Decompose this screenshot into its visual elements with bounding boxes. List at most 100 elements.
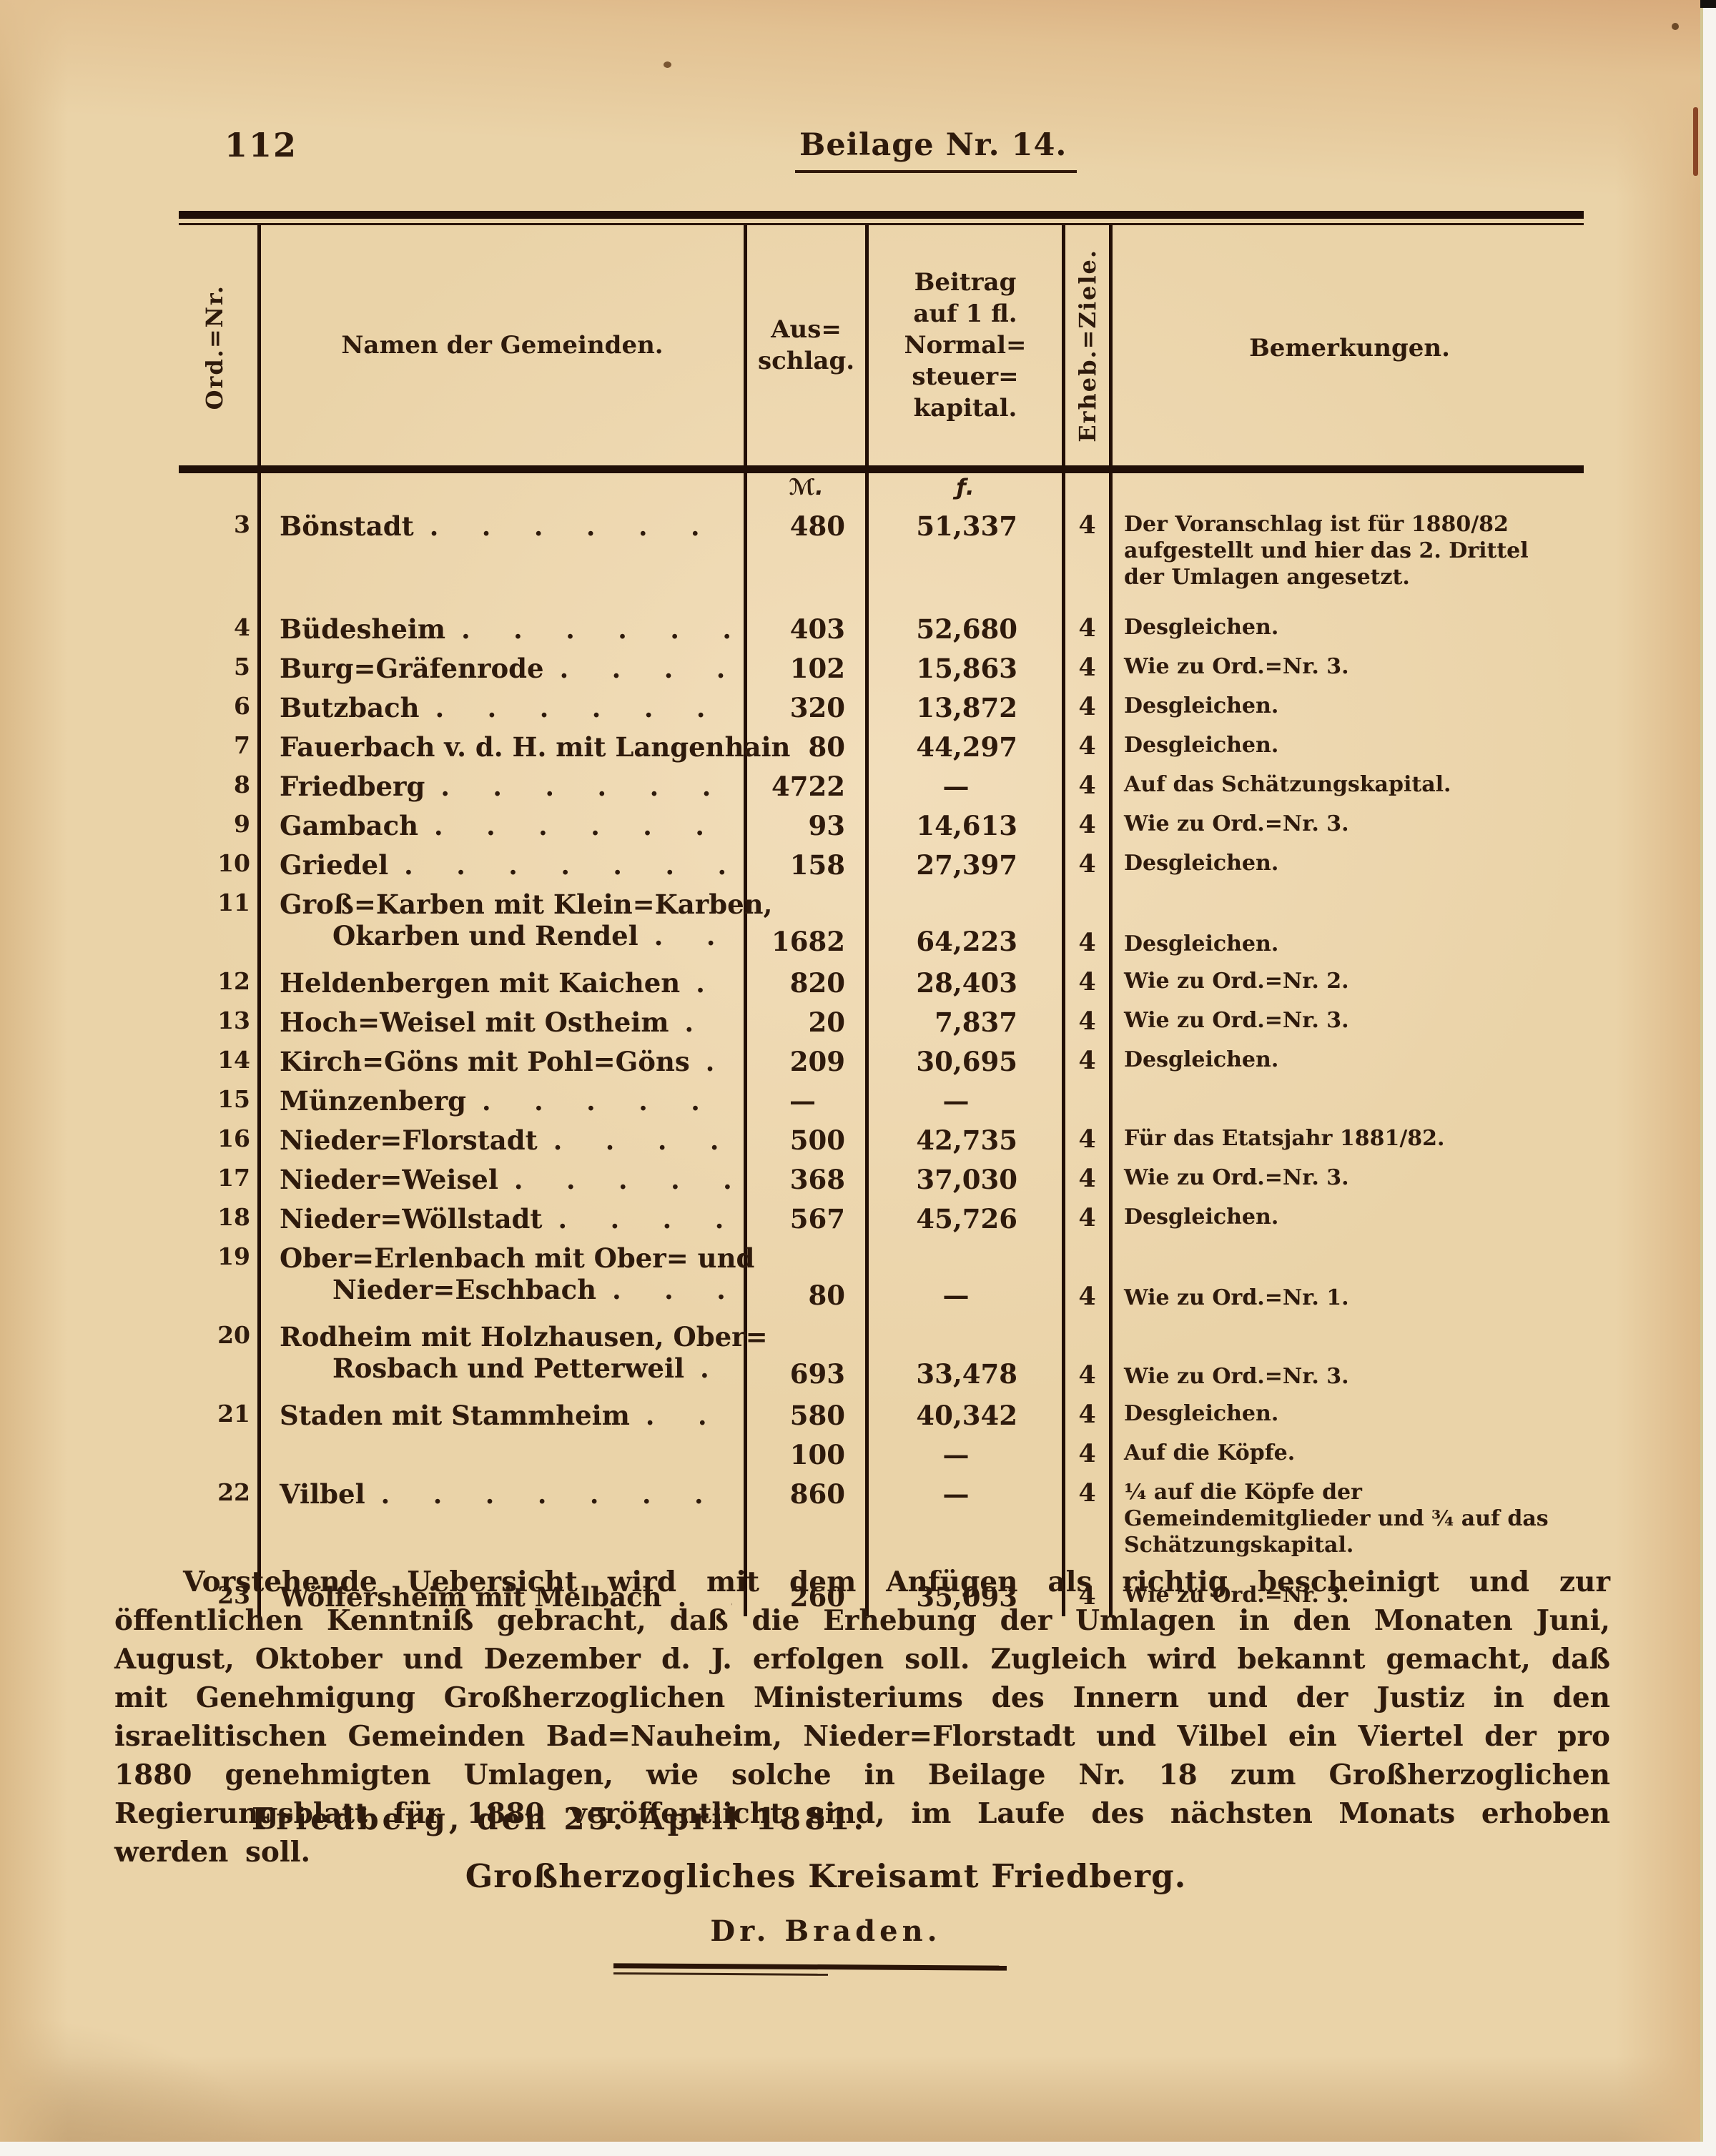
gemeinde-name-cell: Ober=Erlenbach mit Ober= und Nieder=Esch… [261, 1238, 754, 1317]
ausschlag-cell: 20 [747, 1002, 869, 1042]
erheb-ziele-cell: 4 [1065, 1199, 1113, 1238]
page-title: Beilage Nr. 14. [795, 127, 1078, 173]
gemeinde-name: Büdesheim [280, 613, 446, 645]
ord-nr-cell: 3 [179, 506, 261, 609]
bemerkung-cell: Auf das Schätzungskapital. [1124, 772, 1451, 797]
dot-leader [646, 1400, 732, 1431]
table-row: 16 Nieder=Florstadt 500 42,735 4 Für das… [179, 1120, 1584, 1159]
erheb-ziele-cell: 4 [1065, 1042, 1113, 1081]
gemeinde-name: Nieder=Wöllstadt [280, 1203, 543, 1235]
gemeinde-name: Nieder=Weisel [280, 1164, 498, 1195]
ausschlag-cell: 320 [747, 688, 869, 727]
gemeinde-name-cell: Burg=Gräfenrode [261, 648, 747, 688]
ausschlag-cell: 93 [747, 806, 869, 845]
bemerkung-cell: Desgleichen. [1124, 1401, 1279, 1426]
gemeinde-name: Gambach [280, 810, 418, 841]
ord-nr-cell: 12 [179, 963, 261, 1002]
gemeinde-name-line2: Okarben und Rendel [332, 920, 638, 951]
table-row: 8 Friedberg 4722 — 4 Auf das Schätzungsk… [179, 766, 1584, 806]
header-ausschlag: Aus= schlag. [747, 225, 869, 465]
dot-leader [560, 653, 732, 684]
beitrag-cell: — [869, 1238, 1065, 1317]
table-row: 12 Heldenbergen mit Kaichen 820 28,403 4… [179, 963, 1584, 1002]
ausschlag-cell: 260 [747, 1577, 869, 1616]
bemerkung-cell: Desgleichen. [1124, 733, 1279, 758]
ausschlag-cell: 80 [747, 727, 869, 766]
ausschlag-cell: 1682 [747, 884, 869, 963]
dot-leader [404, 849, 732, 881]
gemeinde-name: Heldenbergen mit Kaichen [280, 967, 681, 999]
signature-rule-thin [613, 1972, 829, 1976]
erheb-ziele-cell: 4 [1065, 648, 1113, 688]
bemerkung-cell: Wie zu Ord.=Nr. 3. [1124, 1165, 1349, 1190]
gemeinde-name: Staden mit Stammheim [280, 1400, 630, 1431]
ord-nr-cell: 19 [179, 1238, 261, 1317]
unit-ziele-cell [1065, 473, 1113, 506]
erheb-ziele-cell: 4 [1065, 688, 1113, 727]
dot-leader [700, 1353, 732, 1384]
ausschlag-cell: 860 [747, 1474, 869, 1577]
gemeinde-name: Bönstadt [280, 510, 414, 542]
ord-nr-cell: 20 [179, 1317, 261, 1395]
bemerkung-cell: ¼ auf die Köpfe der Gemeindemitglieder u… [1124, 1480, 1549, 1558]
signature: Dr. Braden. [710, 1914, 942, 1948]
ausschlag-cell: 102 [747, 648, 869, 688]
gemeinde-name-cell: Nieder=Weisel [261, 1159, 747, 1199]
bemerkung-cell: Wie zu Ord.=Nr. 1. [1124, 1285, 1349, 1310]
table-row: 18 Nieder=Wöllstadt 567 45,726 4 Desglei… [179, 1199, 1584, 1238]
table-body: 3 Bönstadt 480 51,337 4 Der Voranschlag … [179, 506, 1584, 1616]
ord-nr-cell: 14 [179, 1042, 261, 1081]
levy-table: Ord.=Nr. Namen der Gemeinden. Aus= schla… [179, 211, 1584, 1616]
ord-nr-cell: 16 [179, 1120, 261, 1159]
beitrag-cell: 13,872 [869, 688, 1065, 727]
ord-nr-cell: 17 [179, 1159, 261, 1199]
erheb-ziele-cell: 4 [1065, 1577, 1113, 1616]
closing-paragraph: Vorstehende Uebersicht wird mit dem Anfü… [114, 1566, 1610, 1869]
bemerkung-cell: Wie zu Ord.=Nr. 3. [1124, 811, 1349, 836]
ausschlag-cell: 368 [747, 1159, 869, 1199]
erheb-ziele-cell: 4 [1065, 884, 1113, 963]
ausschlag-cell: 480 [747, 506, 869, 609]
dot-leader [440, 771, 732, 802]
gemeinde-name-cell: Butzbach [261, 688, 747, 727]
beitrag-cell: 30,695 [869, 1042, 1065, 1081]
bemerkung-cell: Desgleichen. [1124, 1205, 1279, 1230]
gemeinde-name-cell: Wölfersheim mit Melbach [261, 1577, 747, 1616]
header-beitrag: Beitrag auf 1 fl. Normal= steuer= kapita… [869, 225, 1065, 465]
gemeinde-name-cell: Rodheim mit Holzhausen, Ober= Rosbach un… [261, 1317, 768, 1395]
ord-nr-cell: 8 [179, 766, 261, 806]
erheb-ziele-cell: 4 [1065, 963, 1113, 1002]
table-row: 20 Rodheim mit Holzhausen, Ober= Rosbach… [179, 1317, 1584, 1395]
erheb-ziele-cell: 4 [1065, 1238, 1113, 1317]
gemeinde-name-cell: Gambach [261, 806, 747, 845]
bemerkung-cell: Wie zu Ord.=Nr. 3. [1124, 1364, 1349, 1389]
gemeinde-name: Ober=Erlenbach mit Ober= und [280, 1242, 755, 1274]
dot-leader [558, 1203, 732, 1235]
beitrag-cell: 7,837 [869, 1002, 1065, 1042]
ord-nr-cell: 23 [179, 1577, 261, 1616]
beitrag-cell: — [869, 766, 1065, 806]
gemeinde-name-cell: Groß=Karben mit Klein=Karben, Okarben un… [261, 884, 772, 963]
gemeinde-name-cell: Nieder=Wöllstadt [261, 1199, 747, 1238]
gemeinde-name-line2: Nieder=Eschbach [332, 1274, 597, 1305]
dot-leader [434, 810, 732, 841]
table-row: 10 Griedel 158 27,397 4 Desgleichen. [179, 845, 1584, 884]
table-row: 9 Gambach 93 14,613 4 Wie zu Ord.=Nr. 3. [179, 806, 1584, 845]
bemerkung-cell: Desgleichen. [1124, 693, 1279, 718]
ord-nr-cell: 6 [179, 688, 261, 727]
bemerkung-cell: Der Voranschlag ist für 1880/82 aufgeste… [1124, 512, 1529, 590]
ausschlag-cell: 100 [747, 1435, 869, 1474]
header-bemerkungen: Bemerkungen. [1249, 333, 1450, 362]
erheb-ziele-cell: 4 [1065, 766, 1113, 806]
erheb-ziele-cell: 4 [1065, 1120, 1113, 1159]
unit-name-cell [261, 473, 747, 506]
gemeinde-name-cell: Bönstadt [261, 506, 747, 609]
table-top-rule [179, 211, 1584, 219]
gemeinde-name: Wölfersheim mit Melbach [280, 1581, 662, 1613]
mark-unit: ℳ. [747, 473, 869, 506]
bemerkung-cell: Desgleichen. [1124, 931, 1279, 956]
ausschlag-cell: 403 [747, 609, 869, 648]
table-row: 21 Staden mit Stammheim 580 40,342 4 Des… [179, 1395, 1584, 1435]
bemerkung-cell: Wie zu Ord.=Nr. 3. [1124, 1583, 1349, 1608]
beitrag-cell: 28,403 [869, 963, 1065, 1002]
